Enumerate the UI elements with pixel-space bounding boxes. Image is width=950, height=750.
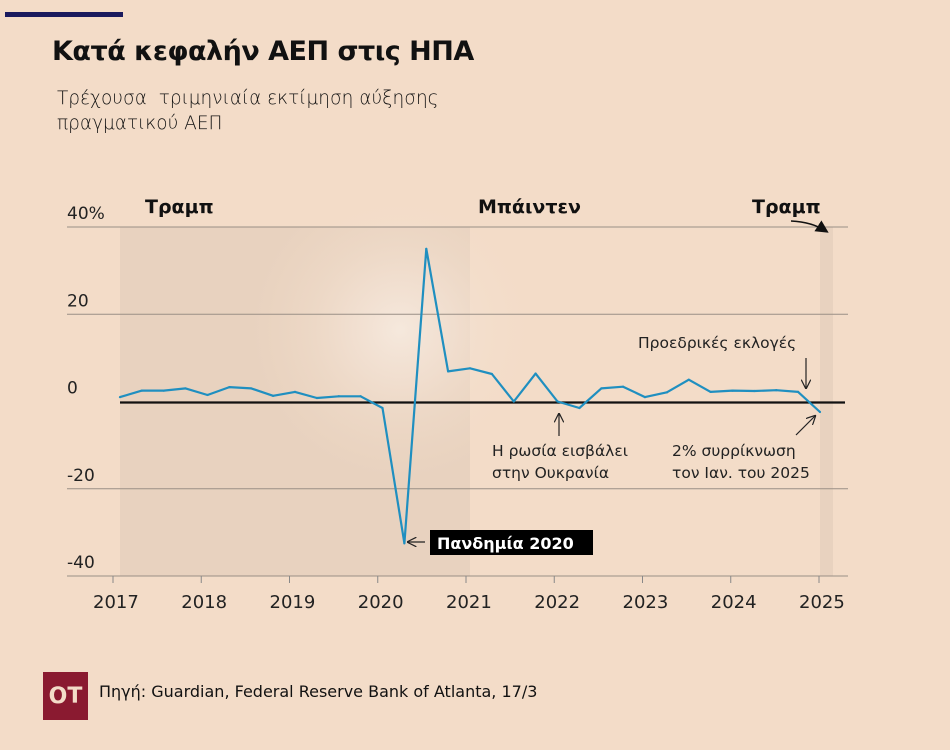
contraction-label-line-1: 2% συρρίκνωση: [672, 442, 796, 460]
data-point-2024Q4: [797, 390, 800, 394]
data-point-2019Q4: [359, 395, 362, 398]
data-point-2022Q1: [556, 400, 559, 403]
data-point-2024Q3: [775, 389, 778, 392]
contraction-label-line-2: τον Ιαν. του 2025: [672, 464, 810, 482]
data-point-2024Q2: [753, 389, 756, 393]
source-note: Πηγή: Guardian, Federal Reserve Bank of …: [99, 682, 538, 701]
x-tick-label: 2020: [358, 592, 404, 613]
data-point-2018Q3: [250, 387, 253, 390]
period-label: Τραμπ: [145, 196, 214, 218]
x-tick-label: 2021: [446, 592, 492, 613]
data-point-2025Q1: [818, 410, 822, 414]
y-tick-label: -20: [67, 466, 95, 486]
russia-label-line-1: Η ρωσία εισβάλει: [492, 442, 628, 460]
x-tick-label: 2023: [623, 592, 669, 613]
y-tick-label: 40%: [67, 204, 105, 224]
x-tick-label: 2019: [270, 592, 316, 613]
pandemic-label-box: [430, 530, 593, 555]
data-point-2024Q1: [731, 389, 734, 392]
election-label: Προεδρικές εκλογές: [638, 334, 796, 352]
data-point-2018Q2: [228, 386, 231, 389]
data-point-2019Q1: [293, 390, 297, 394]
pandemic-label: Πανδημία 2020: [437, 534, 574, 553]
data-point-2020Q4: [447, 370, 450, 373]
data-point-2018Q4: [272, 394, 275, 397]
data-point-2020Q2: [403, 542, 406, 545]
data-point-2021Q3: [512, 400, 515, 403]
subtitle-line-1: Τρέχουσα τριμηνιαία εκτίμηση αύξησης: [57, 88, 439, 109]
ot-logo: ΟΤ: [43, 672, 88, 720]
x-tick-label: 2024: [711, 592, 757, 613]
trump-2025-arrow: [790, 220, 829, 233]
data-point-2022Q2: [578, 406, 581, 410]
period-label: Μπάιντεν: [478, 196, 581, 218]
russia-label-line-2: στην Ουκρανία: [492, 464, 609, 482]
contraction-arrow: [795, 416, 815, 436]
data-point-2021Q2: [490, 372, 493, 376]
x-tick-label: 2022: [534, 592, 580, 613]
data-point-2019Q2: [315, 396, 318, 400]
data-point-2021Q4: [534, 372, 537, 375]
data-point-2023Q1: [643, 396, 647, 399]
data-point-2017Q4: [184, 387, 187, 390]
x-tick-label: 2025: [799, 592, 845, 613]
y-tick-label: 20: [67, 291, 89, 311]
data-point-2020Q3: [425, 247, 428, 250]
x-tick-label: 2018: [181, 592, 227, 613]
data-point-2023Q2: [665, 391, 668, 394]
background-glow: [250, 180, 550, 480]
data-point-2020Q1: [381, 406, 384, 410]
y-tick-label: -40: [67, 553, 95, 573]
x-tick-label: 2017: [93, 592, 139, 613]
data-point-2023Q3: [687, 378, 690, 381]
data-point-2017Q2: [140, 389, 143, 392]
data-point-2023Q4: [709, 390, 712, 394]
chart-subtitle: Τρέχουσα τριμηνιαία εκτίμηση αύξησης πρα…: [57, 86, 439, 136]
data-point-2022Q3: [600, 387, 603, 390]
data-point-2021Q1: [468, 367, 472, 370]
period-label: Τραμπ: [752, 196, 821, 218]
data-point-2017Q3: [162, 389, 165, 392]
y-tick-label: 0: [67, 379, 78, 399]
data-point-2019Q3: [337, 395, 340, 398]
subtitle-line-2: πραγματικού ΑΕΠ: [57, 113, 223, 134]
data-point-2022Q4: [622, 385, 625, 388]
data-point-2018Q1: [206, 393, 209, 397]
chart-title: Κατά κεφαλήν ΑΕΠ στις ΗΠΑ: [52, 36, 474, 67]
data-point-2017Q1: [118, 396, 122, 399]
top-accent-bar: [5, 12, 123, 17]
